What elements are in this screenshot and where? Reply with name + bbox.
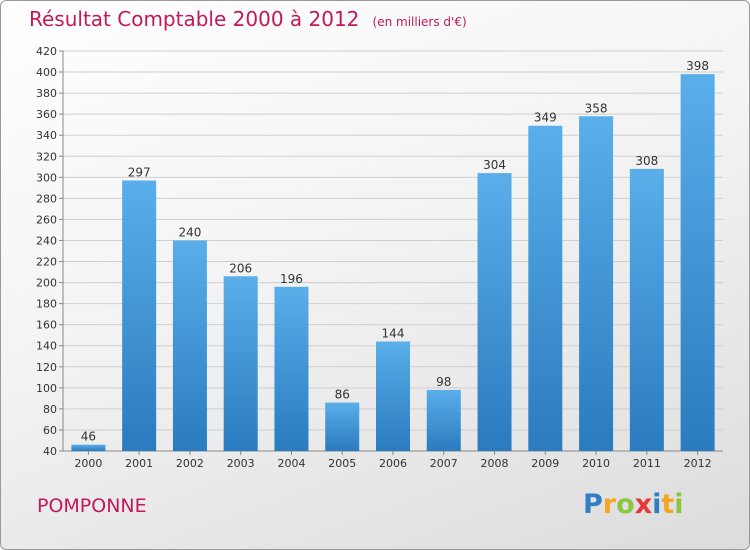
bar	[223, 276, 258, 451]
y-tick-label: 320	[36, 150, 57, 163]
y-tick-label: 40	[43, 445, 57, 458]
chart-title-block: Résultat Comptable 2000 à 2012 (en milli…	[29, 7, 467, 31]
proxiti-logo: Proxiti	[583, 489, 684, 520]
bar	[680, 74, 715, 451]
bar	[71, 444, 106, 451]
logo-letter: o	[616, 489, 635, 520]
y-tick-label: 80	[43, 403, 57, 416]
logo-letter: i	[652, 489, 662, 520]
bar-value-label: 86	[335, 388, 350, 402]
x-tick-label: 2004	[277, 457, 305, 470]
x-tick-label: 2008	[481, 457, 509, 470]
bar	[325, 402, 360, 451]
bar-value-label: 196	[280, 272, 303, 286]
y-tick-label: 360	[36, 108, 57, 121]
logo-letter: x	[634, 489, 653, 520]
bar	[629, 168, 664, 452]
y-tick-label: 140	[36, 340, 57, 353]
y-tick-label: 280	[36, 192, 57, 205]
y-tick-label: 300	[36, 171, 57, 184]
logo-letter: P	[583, 489, 603, 520]
bar	[122, 180, 157, 451]
bar	[426, 389, 461, 451]
bar-value-label: 297	[128, 165, 151, 179]
y-tick-label: 400	[36, 66, 57, 79]
bar-value-label: 304	[483, 158, 506, 172]
y-tick-label: 260	[36, 213, 57, 226]
logo-letter: i	[674, 489, 684, 520]
y-tick-label: 100	[36, 382, 57, 395]
chart-title: Résultat Comptable 2000 à 2012	[29, 7, 360, 31]
x-tick-label: 2002	[176, 457, 204, 470]
y-tick-label: 200	[36, 277, 57, 290]
y-tick-label: 220	[36, 256, 57, 269]
bar	[477, 173, 512, 451]
bar	[528, 125, 563, 451]
y-tick-label: 180	[36, 298, 57, 311]
y-tick-label: 340	[36, 129, 57, 142]
bar	[172, 240, 207, 451]
y-tick-label: 380	[36, 87, 57, 100]
x-tick-label: 2000	[74, 457, 102, 470]
bar-value-label: 398	[686, 59, 709, 73]
y-tick-label: 420	[36, 45, 57, 58]
bar-value-label: 98	[436, 375, 451, 389]
bar-value-label: 349	[534, 111, 557, 125]
bar-value-label: 206	[229, 261, 252, 275]
y-tick-label: 120	[36, 361, 57, 374]
bar-value-label: 358	[585, 101, 608, 115]
commune-name: POMPONNE	[37, 495, 147, 517]
bar-value-label: 144	[382, 327, 405, 341]
x-tick-label: 2003	[227, 457, 255, 470]
x-tick-label: 2006	[379, 457, 407, 470]
bar-value-label: 308	[635, 154, 658, 168]
x-tick-label: 2011	[633, 457, 661, 470]
x-tick-label: 2001	[125, 457, 153, 470]
y-tick-label: 160	[36, 319, 57, 332]
chart-subtitle: (en milliers d'€)	[372, 15, 467, 29]
bar	[274, 286, 309, 451]
logo-letter: t	[661, 489, 675, 520]
x-tick-label: 2009	[531, 457, 559, 470]
y-tick-label: 240	[36, 234, 57, 247]
x-tick-label: 2007	[430, 457, 458, 470]
x-tick-label: 2012	[684, 457, 712, 470]
x-tick-label: 2010	[582, 457, 610, 470]
bar	[579, 116, 614, 452]
bar-value-label: 46	[81, 430, 96, 444]
y-tick-label: 60	[43, 424, 57, 437]
logo-letter: r	[602, 489, 617, 520]
bar	[376, 341, 410, 451]
bar-value-label: 240	[178, 225, 201, 239]
x-tick-label: 2005	[328, 457, 356, 470]
